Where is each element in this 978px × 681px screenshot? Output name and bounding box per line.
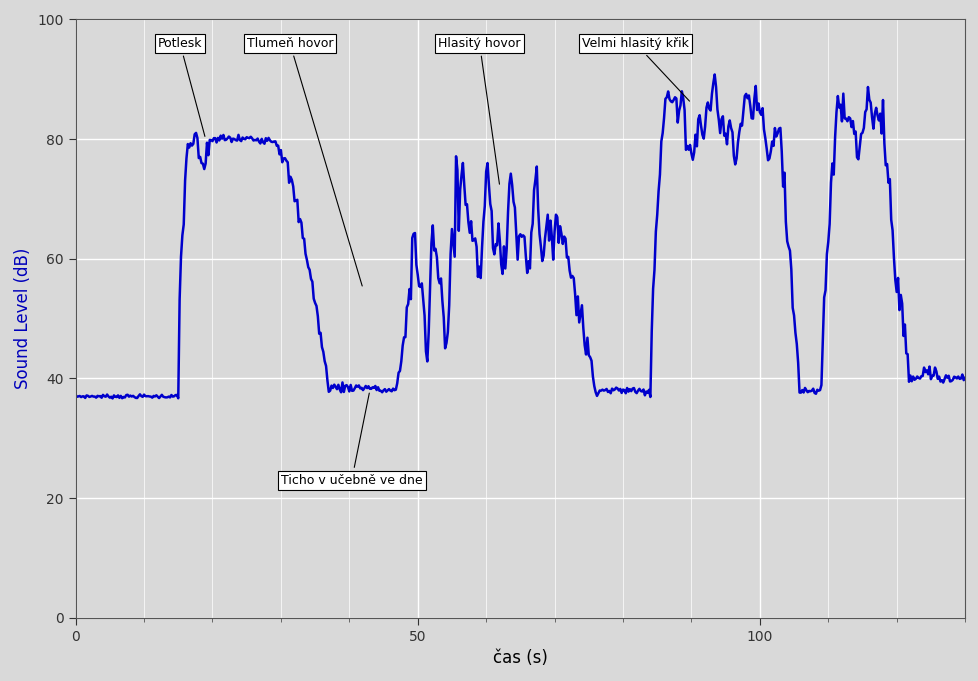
Text: Potlesk: Potlesk [157,37,204,136]
Text: Ticho v učebně ve dne: Ticho v učebně ve dne [281,393,422,487]
Text: Velmi hlasitý křik: Velmi hlasitý křik [581,37,689,101]
X-axis label: čas (s): čas (s) [493,649,548,667]
Text: Tlumeň hovor: Tlumeň hovor [246,37,362,286]
Y-axis label: Sound Level (dB): Sound Level (dB) [14,248,32,390]
Text: Hlasitý hovor: Hlasitý hovor [438,37,520,184]
